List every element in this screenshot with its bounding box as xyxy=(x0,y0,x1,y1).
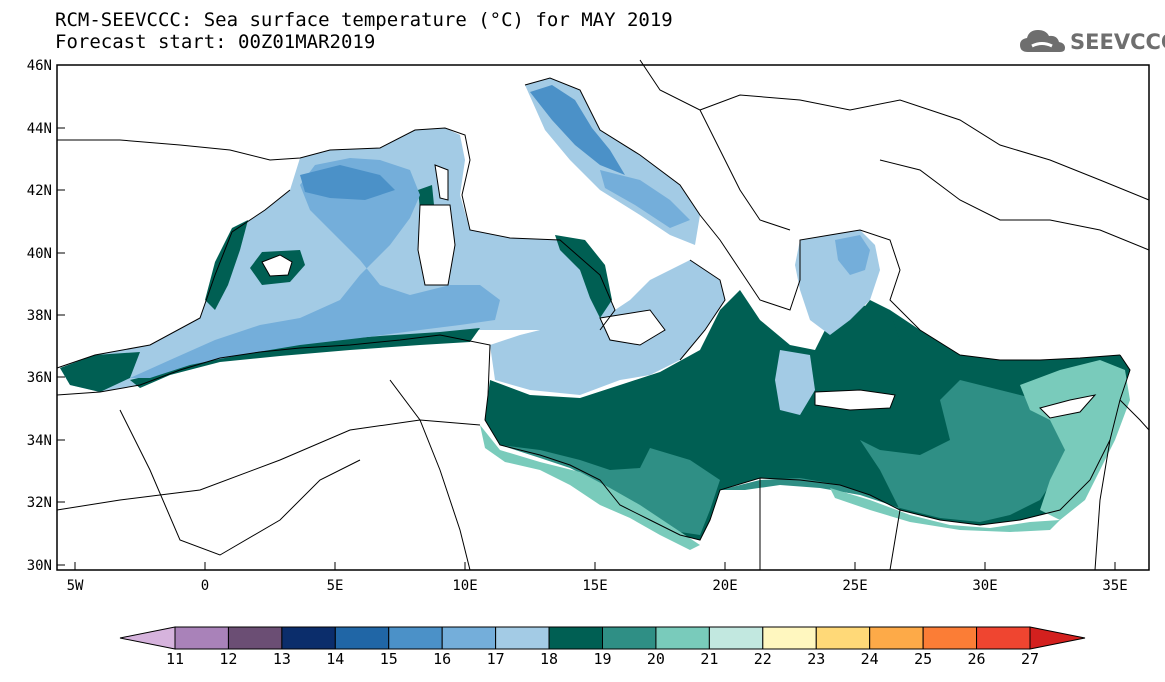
forecast-start-subtitle: Forecast start: 00Z01MAR2019 xyxy=(55,31,376,53)
colorbar-segment xyxy=(388,626,443,650)
alboran-green xyxy=(60,352,140,392)
colorbar-low-triangle xyxy=(119,626,176,650)
x-tick-25e: 25E xyxy=(842,578,867,594)
colorbar-tick-label: 27 xyxy=(1020,650,1040,668)
coastlines xyxy=(56,59,1150,571)
colorbar-tick-label: 22 xyxy=(753,650,772,668)
egypt-coast-light xyxy=(830,488,1060,532)
colorbar-segment xyxy=(602,626,657,650)
libya-teal xyxy=(720,380,1070,522)
x-tick-5w: 5W xyxy=(67,578,84,594)
colorbar-tick-label: 14 xyxy=(326,650,345,668)
corsica xyxy=(434,164,449,201)
x-tick-15e: 15E xyxy=(582,578,607,594)
x-tick-5e: 5E xyxy=(327,578,344,594)
colorbar-tick-label: 17 xyxy=(486,650,505,668)
spain-coast-green xyxy=(205,220,248,310)
x-tick-10e: 10E xyxy=(452,578,477,594)
colorbar-tick-label: 20 xyxy=(646,650,665,668)
colorbar-tick-label: 13 xyxy=(272,650,291,668)
map-frame xyxy=(56,64,1150,571)
colorbar-segment xyxy=(869,626,924,650)
colorbar-segment xyxy=(976,626,1031,650)
aegean-green xyxy=(850,300,900,350)
colorbar-tick-label: 11 xyxy=(165,650,185,668)
y-tick-34n: 34N xyxy=(27,433,52,449)
y-tick-32n: 32N xyxy=(27,495,52,511)
colorbar-tick-label: 24 xyxy=(860,650,879,668)
y-tick-36n: 36N xyxy=(27,370,52,386)
west-med-light xyxy=(60,128,615,392)
x-tick-30e: 30E xyxy=(972,578,997,594)
colorbar-tick-label: 25 xyxy=(914,650,933,668)
colorbar-segment xyxy=(281,626,336,650)
y-tick-42n: 42N xyxy=(27,183,52,199)
colorbar-tick-label: 19 xyxy=(593,650,612,668)
colorbar-segment xyxy=(174,626,229,650)
y-tick-46n: 46N xyxy=(27,58,52,74)
colorbar-segment xyxy=(495,626,550,650)
ionian-light xyxy=(775,350,815,415)
algeria-coast-green xyxy=(130,328,480,388)
colorbar-segment xyxy=(922,626,978,650)
libya-coast-light xyxy=(480,425,700,550)
colorbar xyxy=(119,626,1086,650)
colorbar-high-triangle xyxy=(1029,626,1086,650)
x-tick-0: 0 xyxy=(201,578,209,594)
colorbar-segment xyxy=(815,626,871,650)
colorbar-tick-label: 12 xyxy=(219,650,238,668)
adriatic-cold xyxy=(530,85,625,175)
colorbar-segment xyxy=(227,626,283,650)
colorbar-tick-label: 15 xyxy=(379,650,398,668)
y-tick-30n: 30N xyxy=(27,558,52,574)
colorbar-segment xyxy=(655,626,710,650)
adriatic-mid xyxy=(600,170,690,228)
colorbar-segment xyxy=(762,626,817,650)
cyprus xyxy=(1039,394,1097,419)
seevccc-logo: SEEVCCC xyxy=(1018,26,1165,56)
colorbar-segment xyxy=(334,626,390,650)
colorbar-tick-label: 16 xyxy=(433,650,452,668)
colorbar-tick-label: 21 xyxy=(700,650,719,668)
gulf-of-lion-cold xyxy=(300,165,395,200)
colorbar-tick-label: 26 xyxy=(967,650,986,668)
x-axis: 5W 0 5E 10E 15E 20E 25E 30E 35E xyxy=(67,562,1128,594)
y-axis: 46N 44N 42N 40N 38N 36N 34N 32N 30N xyxy=(27,58,65,574)
map-title: RCM-SEEVCCC: Sea surface temperature (°C… xyxy=(55,9,673,31)
colorbar-segment xyxy=(548,626,603,650)
aegean-mid xyxy=(835,235,870,275)
x-tick-20e: 20E xyxy=(712,578,737,594)
y-tick-38n: 38N xyxy=(27,308,52,324)
y-tick-44n: 44N xyxy=(27,121,52,137)
italy-west-green xyxy=(555,235,612,318)
cloud-icon xyxy=(1020,30,1065,52)
crete xyxy=(814,389,896,411)
y-tick-40n: 40N xyxy=(27,246,52,262)
colorbar-segment xyxy=(441,626,497,650)
west-med-mid xyxy=(130,158,500,378)
x-tick-35e: 35E xyxy=(1102,578,1127,594)
mallorca xyxy=(261,254,293,277)
colorbar-tick-label: 23 xyxy=(807,650,826,668)
levant-light-teal xyxy=(1020,360,1130,520)
colorbar-segment xyxy=(708,626,764,650)
logo-text: SEEVCCC xyxy=(1070,30,1165,54)
sicily xyxy=(599,309,666,346)
sea-surface-temperature-field xyxy=(60,78,1130,550)
colorbar-tick-label: 18 xyxy=(540,650,559,668)
sardinia xyxy=(417,204,456,286)
